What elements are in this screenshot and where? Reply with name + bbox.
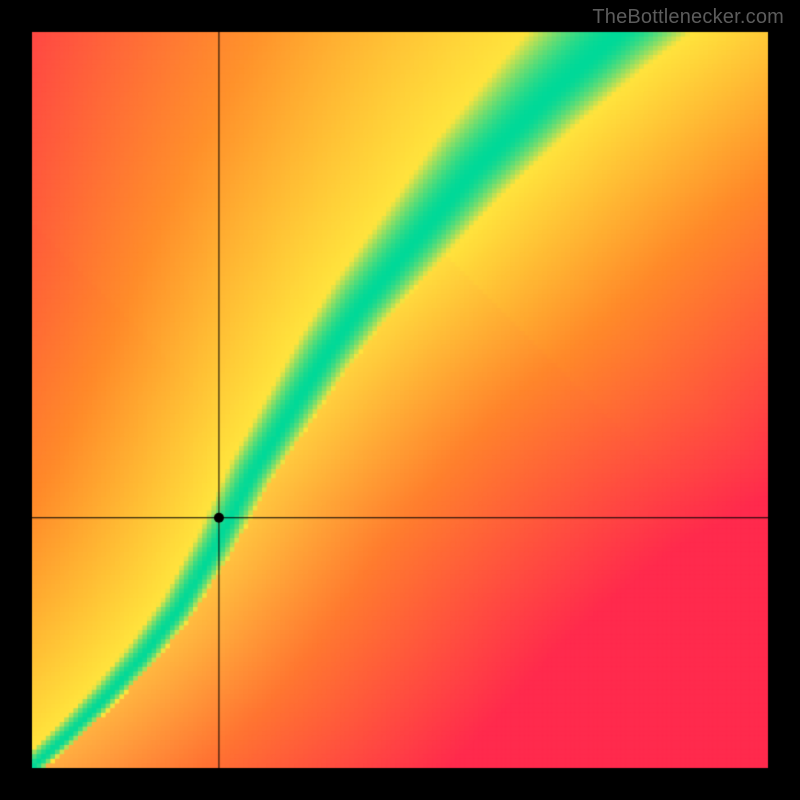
bottleneck-heatmap	[0, 0, 800, 800]
watermark-text: TheBottlenecker.com	[592, 6, 784, 29]
chart-container: TheBottlenecker.com	[0, 0, 800, 800]
